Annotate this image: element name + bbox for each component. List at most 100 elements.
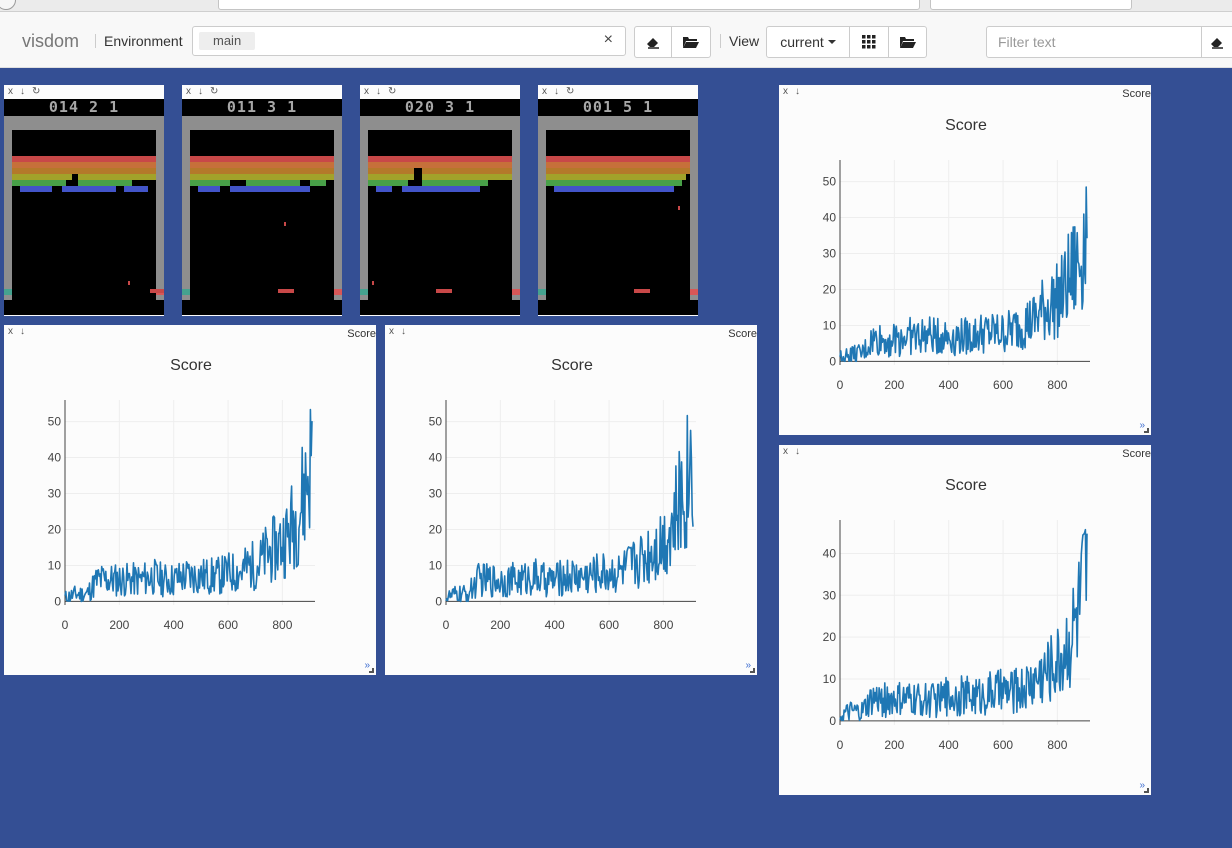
reload-icon[interactable] [70,0,90,10]
environment-select[interactable]: main × [192,26,626,56]
close-icon[interactable]: x [389,326,394,337]
url-bar[interactable] [218,0,920,10]
y-tick-label: 0 [829,354,836,368]
navbar-divider [95,34,96,48]
forward-icon[interactable] [40,0,60,10]
score-series-line [839,528,1088,722]
score-series-line [64,408,313,603]
wall [334,289,342,295]
brick-gap [488,180,512,186]
download-icon[interactable]: ↓ [198,86,203,97]
brick-row [546,168,690,174]
repack-button[interactable] [849,26,889,58]
x-tick-label: 0 [443,618,450,632]
download-icon[interactable]: ↓ [401,326,406,337]
image-pane[interactable]: x ↓ ↻ 014 2 1 [4,85,164,316]
y-tick-label: 40 [823,546,837,560]
image-pane[interactable]: x ↓ ↻ 001 5 1 [538,85,698,316]
brick-rows [12,156,156,192]
image-pane[interactable]: x ↓ ↻ 011 3 1 [182,85,342,316]
view-select[interactable]: current [766,26,850,58]
plot-pane[interactable]: x ↓ Score Score 0 200 400 600 800 0 10 20 30 40 50 … [779,85,1151,435]
plot-pane[interactable]: x ↓ Score Score 0 200 400 600 800 0 10 20 30 40 50 … [4,325,376,675]
download-icon[interactable]: ↓ [554,86,559,97]
wall [182,130,190,300]
wall [538,289,546,295]
resize-hint-icon: » [1139,420,1145,431]
reset-icon[interactable]: ↻ [566,86,575,97]
plot-pane[interactable]: x ↓ Score Score 0 200 400 600 800 0 10 20 30 40 50 … [385,325,757,675]
manage-env-button[interactable] [671,26,711,58]
close-icon[interactable]: x [783,86,788,97]
close-icon[interactable]: x [186,86,191,97]
navbar-divider [720,34,721,48]
y-tick-label: 50 [429,415,443,429]
brick-gap [72,174,78,180]
x-tick-label: 0 [837,378,844,392]
clear-env-button[interactable] [634,26,672,58]
x-tick-label: 200 [490,618,510,632]
brand-logo[interactable]: visdom [22,31,80,51]
close-icon[interactable]: x [542,86,547,97]
close-icon[interactable]: x [364,86,369,97]
brick-row [368,174,512,180]
download-icon[interactable]: ↓ [795,86,800,97]
brick-row [368,186,512,192]
image-pane[interactable]: x ↓ ↻ 020 3 1 [360,85,520,316]
y-tick-label: 0 [829,714,836,728]
y-tick-label: 30 [823,247,837,261]
resize-handle[interactable] [1144,788,1149,793]
filter-text-input[interactable]: Filter text [986,26,1202,58]
resize-handle[interactable] [369,668,374,673]
manage-views-button[interactable] [888,26,927,58]
resize-handle[interactable] [1144,428,1149,433]
x-tick-label: 600 [218,618,238,632]
download-icon[interactable]: ↓ [795,446,800,457]
pane-toolbar: x ↓ Score [779,445,1151,460]
y-tick-label: 30 [429,487,443,501]
wall [182,116,342,130]
pane-toolbar: x ↓ ↻ [4,85,164,99]
game-score-readout: 020 3 1 [360,99,520,116]
view-selected-value: current [780,34,824,50]
wall [4,289,12,295]
y-tick-label: 10 [823,672,837,686]
download-icon[interactable]: ↓ [376,86,381,97]
reset-icon[interactable]: ↻ [210,86,219,97]
breakout-frame-image: 011 3 1 [182,99,342,315]
close-icon[interactable]: x [8,326,13,337]
browser-search-box[interactable] [930,0,1132,10]
brick-gap [190,186,198,192]
brick-row [190,162,334,168]
clear-filter-button[interactable] [1201,26,1232,58]
environment-tag-main[interactable]: main [199,32,256,50]
pane-toolbar: x ↓ Score [779,85,1151,100]
x-tick-label: 400 [939,378,959,392]
wall [360,130,368,300]
brick-gap [66,180,78,186]
wall [360,116,520,130]
chart-title: Score [170,357,212,374]
clear-environment-icon[interactable]: × [603,31,613,48]
ball [372,281,374,285]
brick-row [190,156,334,162]
close-icon[interactable]: x [8,86,13,97]
x-tick-label: 800 [1047,378,1067,392]
view-label: View [729,33,760,49]
plot-pane[interactable]: x ↓ Score Score 0 200 400 600 800 0 10 20 30 40 » [779,445,1151,795]
close-icon[interactable]: x [783,446,788,457]
x-tick-label: 200 [884,378,904,392]
brick-gap [414,174,422,180]
game-score-readout: 001 5 1 [538,99,698,116]
y-tick-label: 20 [48,522,62,536]
download-icon[interactable]: ↓ [20,86,25,97]
reset-icon[interactable]: ↻ [32,86,41,97]
back-icon[interactable] [0,0,16,10]
reset-icon[interactable]: ↻ [388,86,397,97]
x-tick-label: 800 [272,618,292,632]
pane-toolbar: x ↓ ↻ [538,85,698,99]
download-icon[interactable]: ↓ [20,326,25,337]
resize-handle[interactable] [750,668,755,673]
brick-gap [682,180,690,186]
y-tick-label: 20 [823,282,837,296]
